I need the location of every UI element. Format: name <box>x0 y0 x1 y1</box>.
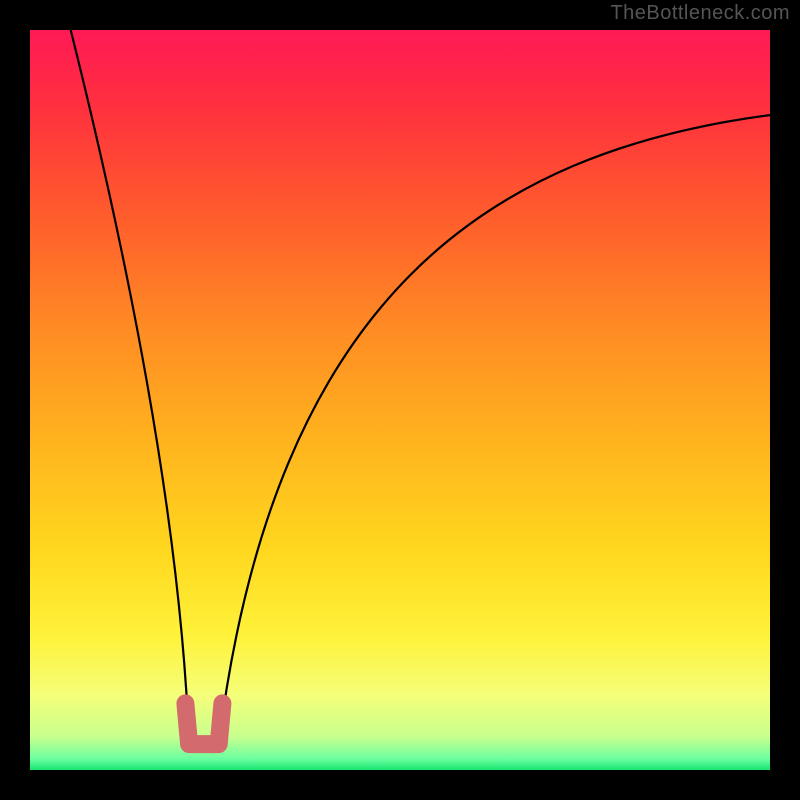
chart-svg <box>0 0 800 800</box>
plot-area <box>30 30 770 770</box>
watermark-text: TheBottleneck.com <box>610 2 790 25</box>
chart-container: TheBottleneck.com <box>0 0 800 800</box>
